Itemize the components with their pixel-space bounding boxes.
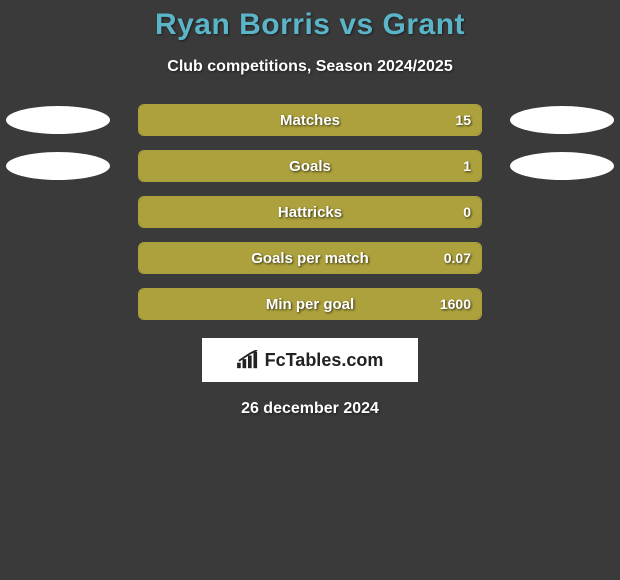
stat-row: Hattricks 0 — [0, 196, 620, 228]
comparison-card: Ryan Borris vs Grant Club competitions, … — [0, 0, 620, 418]
stats-list: Matches 15 Goals 1 Hattricks 0 Goals per match… — [0, 104, 620, 320]
stat-label: Goals per match — [251, 250, 369, 267]
stat-bar: Matches 15 — [138, 104, 482, 136]
stat-bar: Goals per match 0.07 — [138, 242, 482, 274]
stat-row: Goals 1 — [0, 150, 620, 182]
stat-row: Goals per match 0.07 — [0, 242, 620, 274]
stat-value-right: 1600 — [440, 296, 471, 312]
subtitle: Club competitions, Season 2024/2025 — [0, 58, 620, 76]
stat-bar: Goals 1 — [138, 150, 482, 182]
player-right-indicator — [510, 106, 614, 134]
chart-icon — [237, 350, 259, 370]
stat-label: Goals — [289, 158, 331, 175]
brand-text: FcTables.com — [265, 350, 384, 371]
player-left-indicator — [6, 106, 110, 134]
player-left-indicator — [6, 152, 110, 180]
stat-row: Min per goal 1600 — [0, 288, 620, 320]
stat-value-right: 0 — [463, 204, 471, 220]
date-label: 26 december 2024 — [0, 400, 620, 418]
stat-value-right: 0.07 — [444, 250, 471, 266]
stat-label: Hattricks — [278, 204, 342, 221]
stat-value-right: 15 — [455, 112, 471, 128]
player-right-indicator — [510, 152, 614, 180]
stat-bar: Hattricks 0 — [138, 196, 482, 228]
stat-row: Matches 15 — [0, 104, 620, 136]
stat-bar: Min per goal 1600 — [138, 288, 482, 320]
brand-badge[interactable]: FcTables.com — [202, 338, 418, 382]
stat-value-right: 1 — [463, 158, 471, 174]
page-title: Ryan Borris vs Grant — [0, 8, 620, 42]
stat-label: Min per goal — [266, 296, 354, 313]
stat-label: Matches — [280, 112, 340, 129]
